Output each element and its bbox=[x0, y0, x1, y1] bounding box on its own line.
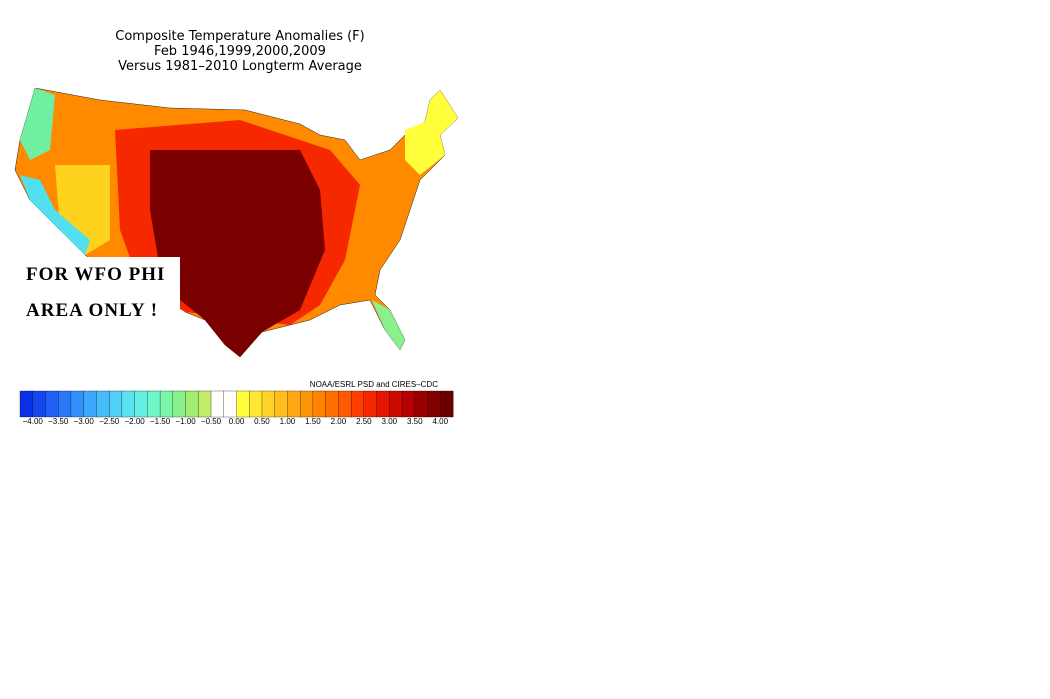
colorbar-label: 3.50 bbox=[407, 417, 423, 426]
colorbar-label: 3.00 bbox=[382, 417, 398, 426]
color-swatch bbox=[185, 390, 199, 418]
color-swatch bbox=[172, 390, 187, 418]
color-swatch bbox=[338, 390, 352, 418]
colorbar-label: −3.50 bbox=[48, 417, 69, 426]
color-swatch bbox=[121, 390, 136, 418]
overlay-text: AREA ONLY ! bbox=[26, 300, 158, 321]
color-swatch bbox=[134, 390, 148, 418]
color-swatch bbox=[274, 390, 288, 418]
colorbar-label: −4.00 bbox=[23, 417, 44, 426]
color-swatch bbox=[236, 390, 250, 418]
color-swatch bbox=[325, 390, 339, 418]
colorbar-label: −2.00 bbox=[124, 417, 145, 426]
colorbar-label: 0.00 bbox=[229, 417, 245, 426]
color-swatch bbox=[363, 390, 378, 418]
color-swatch bbox=[83, 390, 97, 418]
map bbox=[14, 87, 459, 358]
region-darkred bbox=[150, 150, 325, 357]
color-swatch bbox=[300, 390, 314, 418]
overlay-box bbox=[18, 257, 180, 325]
color-swatch bbox=[19, 390, 34, 418]
color-swatch bbox=[96, 390, 110, 418]
color-swatch bbox=[32, 390, 46, 418]
colorbar-label: 0.50 bbox=[254, 417, 270, 426]
color-swatch bbox=[350, 390, 365, 418]
color-swatch bbox=[210, 390, 225, 418]
overlay-text: FOR WFO PHI bbox=[26, 264, 165, 285]
colorbar-label: 4.00 bbox=[432, 417, 448, 426]
colorbar-label: 2.00 bbox=[331, 417, 347, 426]
color-swatch bbox=[70, 390, 85, 418]
colorbar-label: −0.50 bbox=[201, 417, 222, 426]
region-florida bbox=[372, 300, 405, 350]
colorbar-label: −1.50 bbox=[150, 417, 171, 426]
colorbar-label: −1.00 bbox=[175, 417, 196, 426]
colorbar-label: 2.50 bbox=[356, 417, 372, 426]
colorbar-label: 1.00 bbox=[280, 417, 296, 426]
note: Versus 1981–2010 Longterm Average bbox=[118, 59, 362, 74]
color-swatch bbox=[389, 390, 403, 418]
color-swatch bbox=[287, 390, 301, 418]
colorbar-label: 1.50 bbox=[305, 417, 321, 426]
color-swatch bbox=[249, 390, 263, 418]
credit: NOAA/ESRL PSD and CIRES–CDC bbox=[310, 380, 438, 389]
region-green bbox=[20, 88, 55, 160]
color-swatch bbox=[261, 390, 276, 418]
color-swatch bbox=[198, 390, 212, 418]
color-swatch bbox=[401, 390, 416, 418]
color-swatch bbox=[376, 390, 390, 418]
color-swatch bbox=[45, 390, 59, 418]
color-swatch bbox=[312, 390, 327, 418]
colorbar-label: −2.50 bbox=[99, 417, 120, 426]
color-swatch bbox=[58, 390, 72, 418]
region-cyan bbox=[20, 175, 90, 255]
color-swatch bbox=[147, 390, 161, 418]
color-swatch bbox=[427, 390, 441, 418]
title: Composite Temperature Anomalies (F) bbox=[115, 29, 364, 44]
color-swatch bbox=[159, 390, 174, 418]
color-swatch bbox=[223, 390, 237, 418]
subtitle: Feb 1946,1999,2000,2009 bbox=[154, 44, 326, 59]
color-swatch bbox=[440, 390, 454, 418]
colorbar-label: −3.00 bbox=[74, 417, 95, 426]
region-northeast bbox=[405, 90, 458, 175]
color-swatch bbox=[414, 390, 428, 418]
color-swatch bbox=[108, 390, 123, 418]
